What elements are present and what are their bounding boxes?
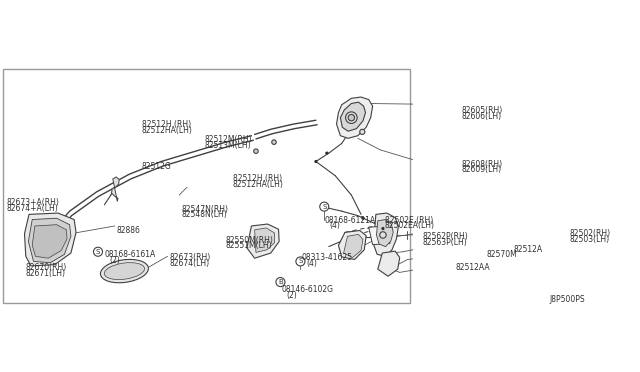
Text: 82503(LH): 82503(LH) [570,235,610,244]
Polygon shape [339,231,366,260]
Text: 82512AA: 82512AA [456,263,490,272]
Text: 82670(RH): 82670(RH) [26,263,67,272]
Text: S: S [298,259,303,264]
Text: 08168-6121A: 08168-6121A [324,216,376,225]
Text: 82513M(LH): 82513M(LH) [204,141,251,150]
Polygon shape [24,213,76,266]
Polygon shape [369,226,390,245]
Circle shape [296,257,305,266]
Text: 82551M(LH): 82551M(LH) [226,241,272,250]
Polygon shape [28,218,71,263]
Text: 82605(RH): 82605(RH) [461,106,503,115]
Text: S: S [322,203,326,210]
Polygon shape [337,97,372,138]
Text: 82548N(LH): 82548N(LH) [181,211,227,219]
Circle shape [320,202,329,211]
Circle shape [272,140,276,144]
Text: J8P500PS: J8P500PS [549,295,585,304]
Circle shape [346,112,357,124]
Ellipse shape [100,259,148,283]
Text: 82570M: 82570M [487,250,518,259]
Text: 82502EA(LH): 82502EA(LH) [385,221,435,231]
Text: 82674+A(LH): 82674+A(LH) [6,204,58,213]
Polygon shape [111,177,119,202]
Text: 82547N(RH): 82547N(RH) [181,205,228,214]
Polygon shape [344,234,363,257]
Circle shape [276,278,285,286]
Text: (4): (4) [330,221,340,231]
Text: (2): (2) [286,291,297,300]
Text: 82512G: 82512G [141,162,171,171]
Text: 82512HA(LH): 82512HA(LH) [142,126,193,135]
Text: 82562P(RH): 82562P(RH) [422,232,468,241]
Text: 82673(RH): 82673(RH) [170,253,211,262]
Text: 82512H (RH): 82512H (RH) [142,120,191,129]
Ellipse shape [104,263,145,280]
Text: 82563P(LH): 82563P(LH) [422,238,467,247]
Text: 82606(LH): 82606(LH) [461,112,502,121]
Text: 82512H (RH): 82512H (RH) [233,174,282,183]
Circle shape [325,151,328,155]
Text: 08168-6161A: 08168-6161A [104,250,156,259]
Polygon shape [32,225,67,258]
Circle shape [380,232,386,238]
Text: 82502(RH): 82502(RH) [570,229,611,238]
Text: S: S [96,249,100,255]
Polygon shape [340,102,365,131]
Text: 82886: 82886 [116,226,140,235]
Circle shape [314,160,317,163]
Polygon shape [376,219,393,247]
Text: 82673+A(RH): 82673+A(RH) [6,198,60,207]
Circle shape [93,247,102,256]
Text: 08313-41625: 08313-41625 [301,253,352,262]
Text: 82512HA(LH): 82512HA(LH) [233,180,284,189]
Text: (4): (4) [306,259,317,268]
Polygon shape [378,251,400,276]
Text: 82512A: 82512A [514,245,543,254]
Text: 82512M(RH): 82512M(RH) [204,135,252,144]
Circle shape [348,115,355,121]
Text: 82674(LH): 82674(LH) [170,259,210,268]
Circle shape [362,217,365,220]
Text: 82550M(RH): 82550M(RH) [226,235,273,245]
Polygon shape [374,213,399,256]
Text: 82609(LH): 82609(LH) [461,166,502,174]
Text: (2): (2) [109,256,120,264]
Circle shape [360,129,365,134]
Text: B: B [278,279,283,285]
Polygon shape [247,224,279,258]
Circle shape [253,149,258,153]
Circle shape [381,227,385,230]
Text: 82502E (RH): 82502E (RH) [385,216,433,225]
Polygon shape [255,228,275,253]
Text: 82608(RH): 82608(RH) [461,160,502,169]
Text: 82671(LH): 82671(LH) [26,269,66,278]
Text: 08146-6102G: 08146-6102G [281,285,333,294]
